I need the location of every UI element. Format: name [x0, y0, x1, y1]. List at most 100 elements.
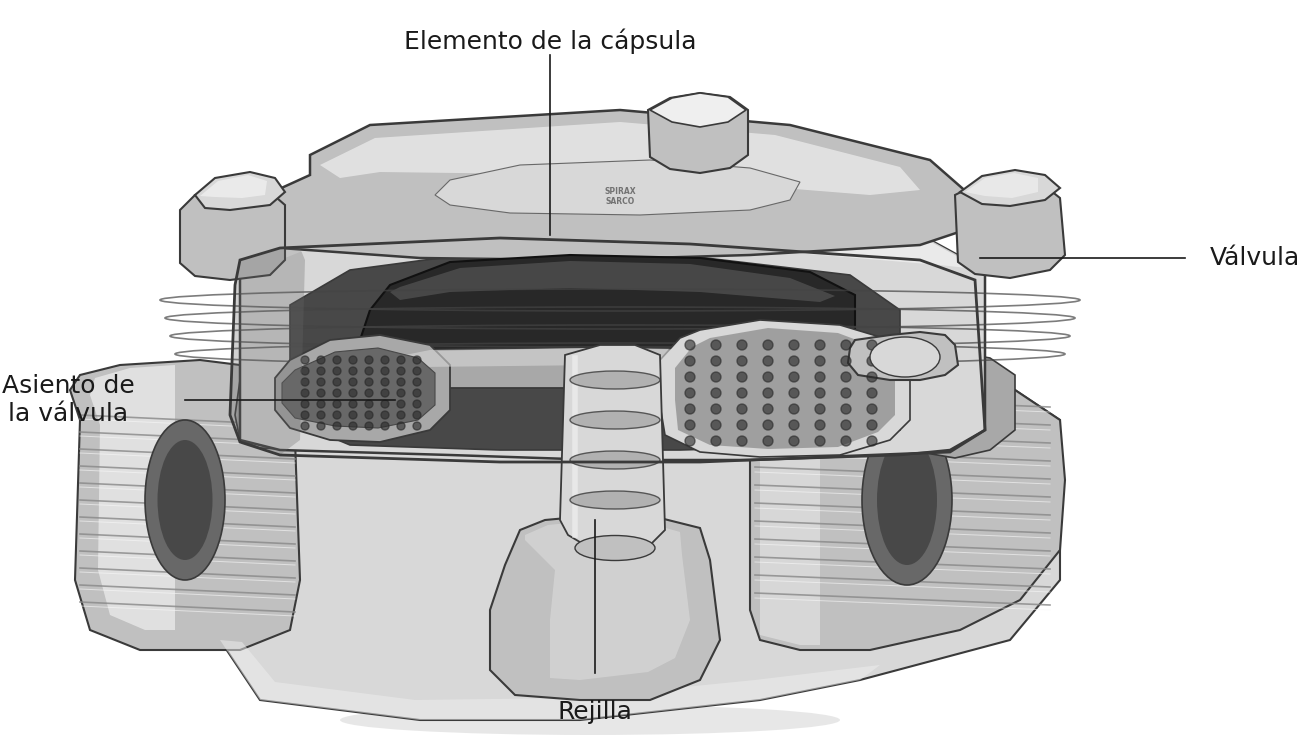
Circle shape [840, 356, 851, 366]
Circle shape [866, 356, 877, 366]
Polygon shape [246, 200, 985, 270]
Circle shape [814, 420, 825, 430]
Circle shape [381, 411, 388, 419]
Polygon shape [435, 160, 800, 215]
Circle shape [397, 367, 405, 375]
Circle shape [840, 436, 851, 446]
Polygon shape [184, 345, 1060, 720]
Ellipse shape [570, 411, 660, 429]
Circle shape [840, 388, 851, 398]
Circle shape [333, 422, 342, 430]
Circle shape [381, 389, 388, 397]
Polygon shape [848, 332, 957, 380]
Circle shape [397, 356, 405, 364]
Circle shape [333, 400, 342, 408]
Circle shape [317, 411, 325, 419]
Circle shape [814, 404, 825, 414]
Circle shape [866, 340, 877, 350]
Circle shape [413, 378, 421, 386]
Circle shape [814, 340, 825, 350]
Ellipse shape [570, 451, 660, 469]
Circle shape [301, 378, 309, 386]
Circle shape [381, 356, 388, 364]
Circle shape [349, 400, 357, 408]
Circle shape [381, 422, 388, 430]
Circle shape [301, 422, 309, 430]
Polygon shape [230, 248, 305, 455]
Circle shape [349, 411, 357, 419]
Circle shape [333, 389, 342, 397]
Polygon shape [249, 110, 970, 260]
Circle shape [685, 420, 695, 430]
Polygon shape [965, 173, 1038, 198]
Polygon shape [235, 365, 390, 450]
Circle shape [737, 404, 747, 414]
Polygon shape [70, 360, 300, 650]
Circle shape [413, 411, 421, 419]
Polygon shape [385, 347, 870, 388]
Circle shape [737, 372, 747, 382]
Polygon shape [360, 255, 855, 375]
Ellipse shape [340, 705, 840, 735]
Circle shape [333, 356, 342, 364]
Circle shape [317, 367, 325, 375]
Text: SARCO: SARCO [605, 198, 635, 207]
Circle shape [840, 372, 851, 382]
Text: Rejilla: Rejilla [557, 700, 633, 724]
Polygon shape [960, 170, 1060, 206]
Polygon shape [290, 250, 900, 450]
Circle shape [814, 436, 825, 446]
Circle shape [413, 356, 421, 364]
Polygon shape [750, 355, 1065, 650]
Polygon shape [675, 328, 895, 449]
Circle shape [711, 340, 721, 350]
Ellipse shape [863, 415, 952, 585]
Circle shape [333, 411, 342, 419]
Polygon shape [282, 348, 435, 428]
Circle shape [840, 404, 851, 414]
Circle shape [763, 420, 773, 430]
Circle shape [365, 411, 373, 419]
Circle shape [685, 404, 695, 414]
Circle shape [413, 400, 421, 408]
Circle shape [866, 420, 877, 430]
Polygon shape [650, 93, 746, 127]
Circle shape [381, 367, 388, 375]
Circle shape [685, 436, 695, 446]
Polygon shape [395, 348, 860, 368]
Circle shape [866, 404, 877, 414]
Polygon shape [390, 261, 835, 302]
Circle shape [317, 422, 325, 430]
Circle shape [349, 378, 357, 386]
Polygon shape [760, 362, 820, 645]
Ellipse shape [145, 420, 225, 580]
Circle shape [788, 356, 799, 366]
Circle shape [381, 400, 388, 408]
Text: Elemento de la cápsula: Elemento de la cápsula [404, 28, 696, 53]
Polygon shape [525, 520, 690, 680]
Circle shape [301, 400, 309, 408]
Circle shape [349, 367, 357, 375]
Ellipse shape [870, 337, 940, 377]
Circle shape [711, 372, 721, 382]
Polygon shape [320, 122, 920, 195]
Circle shape [866, 372, 877, 382]
Ellipse shape [575, 536, 655, 560]
Circle shape [349, 422, 357, 430]
Circle shape [301, 356, 309, 364]
Circle shape [365, 400, 373, 408]
Circle shape [413, 422, 421, 430]
Circle shape [711, 388, 721, 398]
Ellipse shape [877, 435, 937, 565]
Circle shape [317, 356, 325, 364]
Circle shape [763, 356, 773, 366]
Circle shape [737, 356, 747, 366]
Circle shape [333, 367, 342, 375]
Circle shape [317, 400, 325, 408]
Ellipse shape [570, 491, 660, 509]
Circle shape [333, 378, 342, 386]
Circle shape [763, 388, 773, 398]
Circle shape [788, 388, 799, 398]
Circle shape [365, 367, 373, 375]
Circle shape [763, 372, 773, 382]
